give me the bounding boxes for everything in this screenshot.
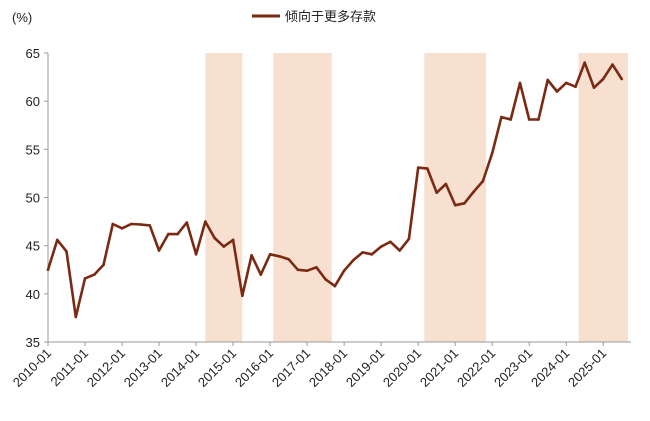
series-line (46, 61, 623, 319)
data-point (601, 77, 605, 81)
data-point (83, 277, 87, 280)
data-point (92, 273, 96, 276)
data-point (185, 221, 189, 224)
shaded-period-band (424, 53, 487, 342)
data-point (74, 315, 78, 319)
data-point (55, 238, 59, 242)
data-point (176, 232, 179, 236)
data-point (287, 257, 290, 261)
x-tick-label: 2020-01 (380, 346, 424, 390)
data-point (167, 232, 170, 236)
data-point (65, 250, 68, 253)
data-point (305, 269, 309, 273)
data-point (194, 253, 198, 256)
data-point (435, 191, 438, 194)
data-point (555, 90, 559, 93)
y-tick-label: 35 (26, 335, 40, 350)
data-point (231, 238, 235, 242)
data-point (250, 254, 253, 257)
y-tick-label: 45 (26, 239, 40, 254)
data-point (463, 201, 466, 205)
data-point (611, 63, 614, 66)
x-tick-label: 2018-01 (306, 346, 350, 390)
x-axis-ticks: 2010-012011-012012-012013-012014-012015-… (10, 342, 609, 390)
x-tick-label: 2022-01 (454, 346, 498, 390)
data-point (527, 118, 531, 121)
x-tick-label: 2021-01 (417, 346, 461, 390)
y-tick-label: 55 (26, 142, 40, 157)
y-tick-label: 60 (26, 94, 40, 109)
x-tick-label: 2012-01 (84, 346, 128, 390)
x-tick-label: 2013-01 (121, 346, 165, 390)
data-point (268, 253, 272, 256)
data-point (259, 273, 263, 276)
y-tick-label: 65 (26, 46, 40, 61)
data-point (296, 268, 300, 272)
x-tick-label: 2014-01 (158, 346, 202, 390)
data-point (546, 78, 550, 82)
data-point (241, 294, 244, 298)
data-point (222, 245, 226, 248)
x-tick-label: 2017-01 (269, 346, 313, 390)
data-point (453, 203, 457, 207)
shaded-period-band (205, 53, 243, 342)
data-point (472, 190, 475, 194)
y-tick-label: 50 (26, 191, 40, 206)
x-tick-label: 2015-01 (195, 346, 239, 390)
x-tick-label: 2011-01 (47, 346, 91, 390)
x-tick-label: 2023-01 (491, 346, 535, 390)
data-point (324, 278, 327, 281)
data-point (564, 81, 568, 85)
shaded-periods (205, 53, 628, 342)
data-point (342, 269, 346, 273)
y-axis-ticks: 35 40 45 50 55 60 65 (26, 46, 48, 350)
data-point (278, 254, 281, 258)
data-point (333, 284, 337, 288)
data-point (157, 249, 161, 252)
data-point (574, 85, 577, 89)
x-tick-label: 2025-01 (565, 346, 609, 390)
data-point (426, 167, 429, 170)
data-point (120, 227, 124, 230)
x-tick-label: 2024-01 (528, 346, 572, 390)
data-point (500, 115, 503, 119)
data-point (129, 222, 133, 226)
series-group (46, 61, 624, 319)
data-point (620, 77, 624, 81)
data-point (139, 223, 142, 226)
data-point (416, 166, 420, 169)
shaded-period-band (578, 53, 628, 342)
shaded-period-band (273, 53, 332, 342)
legend-label: 倾向于更多存款 (285, 9, 376, 25)
data-point (583, 61, 587, 64)
data-point (352, 258, 355, 262)
data-point (389, 240, 392, 244)
x-tick-label: 2016-01 (232, 346, 276, 390)
y-tick-label: 40 (26, 287, 40, 302)
data-point (490, 151, 494, 155)
data-point (102, 263, 105, 267)
data-point (111, 222, 115, 226)
data-point (518, 81, 522, 85)
data-point (537, 118, 540, 121)
data-point (148, 224, 152, 227)
x-tick-label: 2010-01 (10, 346, 54, 390)
data-point (315, 266, 318, 269)
y-axis-label: (%) (12, 10, 32, 25)
data-point (444, 182, 448, 186)
data-point (213, 236, 216, 240)
data-point (481, 179, 485, 183)
data-point (370, 253, 374, 256)
data-point (204, 220, 207, 223)
data-point (379, 245, 383, 248)
data-point (509, 118, 512, 121)
data-point (407, 237, 411, 241)
data-point (46, 268, 50, 272)
legend: 倾向于更多存款 (252, 9, 376, 25)
data-point (592, 86, 596, 89)
data-point (361, 251, 364, 254)
x-tick-label: 2019-01 (343, 346, 387, 390)
data-point (398, 249, 401, 252)
